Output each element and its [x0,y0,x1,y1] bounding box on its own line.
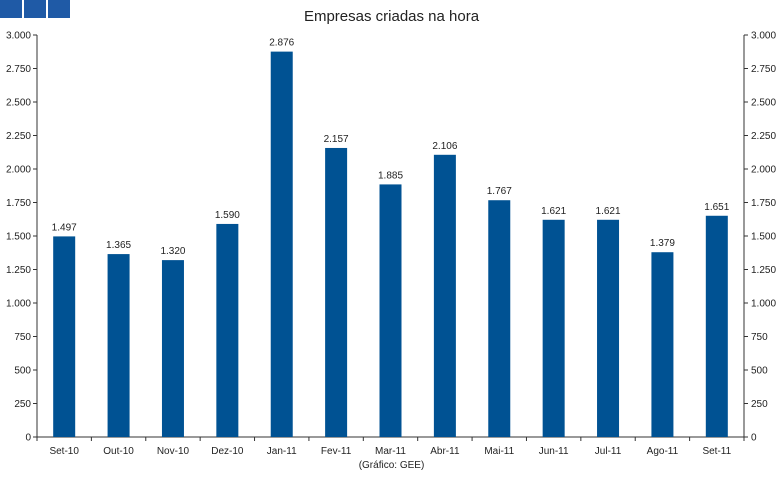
y-tick-label-left: 1.000 [6,299,31,310]
data-label: 2.106 [432,141,457,152]
data-label: 1.497 [52,222,77,233]
bar [542,219,565,437]
bar [325,147,348,437]
data-label: 1.320 [160,246,185,257]
bar [216,223,239,437]
data-label: 1.590 [215,210,240,221]
y-tick-label-right: 2.750 [751,64,776,75]
y-tick-label-right: 1.500 [751,232,776,243]
bar [379,184,402,437]
data-label: 1.621 [541,206,566,217]
bar [107,254,130,437]
x-tick-label: Fev-11 [321,446,352,457]
data-label: 1.651 [704,202,729,213]
x-tick-label: Mai-11 [484,446,514,457]
y-tick-label-right: 750 [751,332,768,343]
y-tick-label-right: 3.000 [751,31,776,42]
header-squares [0,0,70,18]
header-square [0,0,22,18]
bar [597,219,620,437]
bar [651,252,674,437]
y-tick-label-right: 2.000 [751,165,776,176]
x-tick-label: Jul-11 [595,446,622,457]
y-tick-label-left: 2.750 [6,64,31,75]
bar [161,260,184,437]
x-tick-label: Jan-11 [267,446,297,457]
y-tick-label-left: 750 [14,332,31,343]
y-tick-label-right: 2.250 [751,131,776,142]
data-label: 1.379 [650,238,675,249]
y-tick-label-left: 1.750 [6,198,31,209]
y-tick-label-left: 3.000 [6,31,31,42]
y-tick-label-right: 2.500 [751,98,776,109]
y-tick-label-left: 2.250 [6,131,31,142]
data-label: 1.365 [106,240,131,251]
data-label: 1.885 [378,170,403,181]
y-tick-label-right: 0 [751,433,757,444]
y-tick-label-right: 1.250 [751,265,776,276]
y-tick-label-left: 250 [14,399,31,410]
bar [433,154,456,437]
y-tick-label-right: 500 [751,366,768,377]
y-tick-label-left: 2.500 [6,98,31,109]
chart-title: Empresas criadas na hora [303,8,480,25]
y-tick-label-left: 2.000 [6,165,31,176]
y-tick-label-left: 1.250 [6,265,31,276]
bar [53,236,76,437]
x-tick-label: Abr-11 [430,446,460,457]
y-tick-label-left: 500 [14,366,31,377]
header-square [24,0,46,18]
data-label: 1.621 [596,206,621,217]
y-tick-label-left: 0 [25,433,31,444]
y-tick-label-right: 1.750 [751,198,776,209]
x-tick-label: Out-10 [103,446,134,457]
data-label: 1.767 [487,186,512,197]
x-tick-label: Dez-10 [211,446,244,457]
x-tick-label: Jun-11 [539,446,569,457]
bar [705,215,728,437]
x-tick-label: Mar-11 [375,446,406,457]
x-tick-label: Set-11 [702,446,731,457]
y-tick-label-left: 1.500 [6,232,31,243]
x-tick-label: Ago-11 [647,446,679,457]
x-tick-label: Nov-10 [157,446,190,457]
bar [270,51,293,438]
y-tick-label-right: 1.000 [751,299,776,310]
data-label: 2.876 [269,38,294,49]
data-label: 2.157 [324,134,349,145]
chart-source: (Gráfico: GEE) [358,460,425,471]
bar [488,200,511,437]
y-tick-label-right: 250 [751,399,768,410]
header-square [48,0,70,18]
x-tick-label: Set-10 [49,446,79,457]
